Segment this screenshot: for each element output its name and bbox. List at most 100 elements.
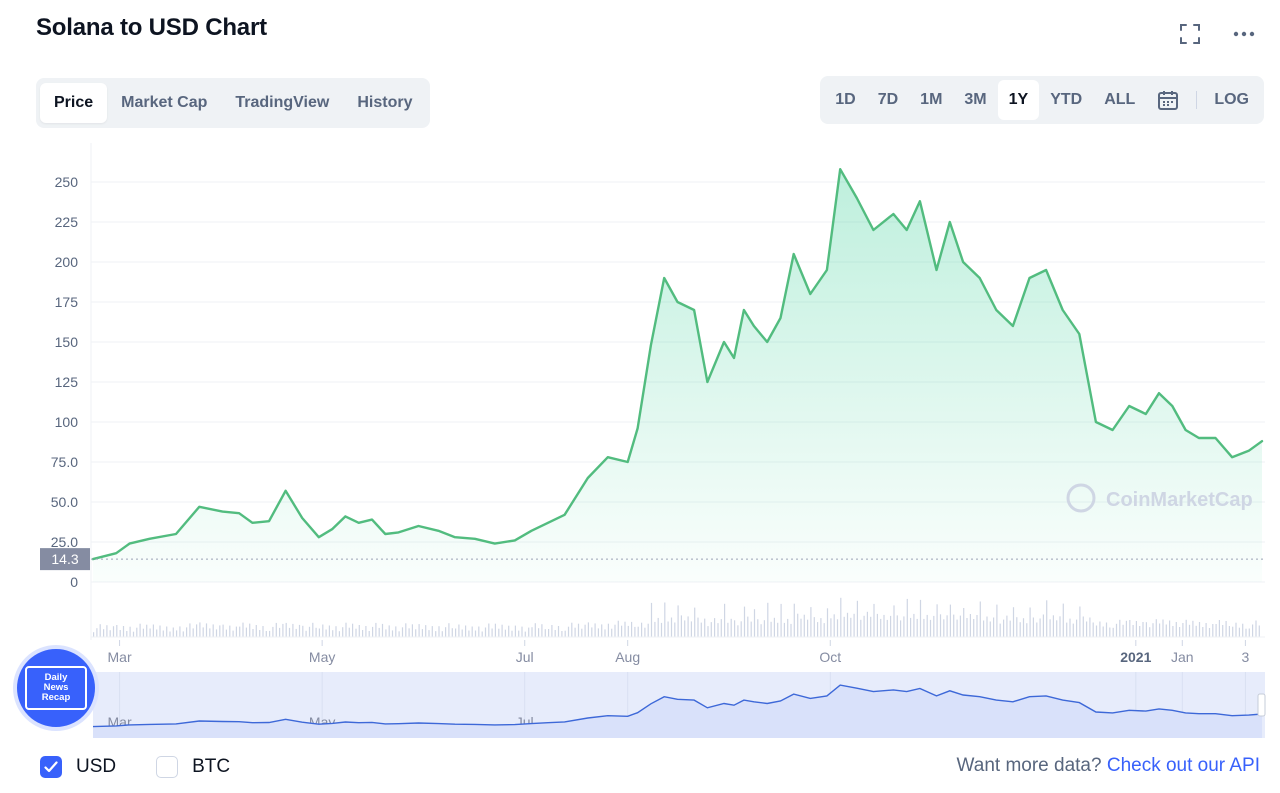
range-7d-button[interactable]: 7D (877, 91, 899, 108)
volume-bar (245, 627, 247, 637)
volume-bar (664, 602, 666, 637)
btc-checkbox[interactable] (156, 756, 179, 778)
volume-bar (684, 620, 686, 637)
volume-bar (508, 625, 510, 637)
volume-bar (348, 627, 350, 637)
range-all-button[interactable]: ALL (1104, 91, 1136, 108)
api-link[interactable]: Check out our API (1106, 755, 1260, 776)
volume-bar (498, 628, 500, 637)
range-1m-button[interactable]: 1M (920, 91, 943, 108)
volume-bar (1179, 627, 1181, 638)
y-tick-label: 250 (55, 174, 79, 190)
volume-bar (471, 626, 473, 637)
range-3m-button[interactable]: 3M (964, 91, 987, 108)
volume-bar (797, 613, 799, 637)
volume-bar (219, 625, 221, 637)
volume-bar (747, 616, 749, 637)
volume-bar (1003, 619, 1005, 637)
volume-bar (365, 626, 367, 637)
volume-bar (1185, 619, 1187, 637)
volume-bar (1162, 619, 1164, 637)
volume-bar (1155, 619, 1157, 637)
volume-bar (1029, 607, 1031, 637)
calendar-icon[interactable] (1146, 80, 1190, 120)
volume-bar (435, 631, 437, 637)
volume-bar (468, 630, 470, 637)
volume-bar (926, 614, 928, 637)
tab-history[interactable]: History (357, 94, 413, 111)
volume-bar (860, 619, 862, 637)
volume-bar (1152, 623, 1154, 637)
watermark-text: CoinMarketCap (1106, 489, 1253, 511)
volume-bar (425, 625, 427, 637)
range-1d-button[interactable]: 1D (835, 91, 856, 108)
tab-market-cap[interactable]: Market Cap (121, 94, 208, 111)
volume-bar (567, 626, 570, 637)
fullscreen-icon[interactable] (1178, 22, 1202, 46)
volume-bar (415, 629, 417, 637)
tab-price[interactable]: Price (40, 83, 108, 123)
volume-bar (418, 624, 420, 637)
volume-bar (265, 631, 267, 637)
volume-bar (1069, 618, 1071, 637)
volume-bar (1036, 622, 1038, 637)
volume-bar (1145, 622, 1147, 637)
usd-checkbox[interactable] (40, 756, 62, 778)
volume-bar (421, 629, 423, 637)
volume-bar (202, 627, 204, 637)
more-options-icon[interactable] (1232, 22, 1256, 46)
volume-bar (627, 625, 629, 637)
volume-bar (378, 627, 380, 637)
volume-bar (99, 624, 101, 637)
volume-bar (302, 625, 304, 637)
volume-bar (836, 619, 839, 637)
navigator-area (93, 685, 1262, 738)
volume-bar (262, 626, 264, 637)
volume-bar (428, 630, 430, 637)
volume-bar (132, 631, 135, 637)
volume-bar (840, 597, 842, 637)
volume-bar (883, 614, 885, 637)
volume-bar (129, 626, 131, 637)
volume-bar (335, 626, 337, 637)
volume-bar (621, 625, 623, 637)
volume-bar (667, 621, 669, 637)
volume-bar (381, 623, 384, 637)
volume-bar (591, 627, 593, 637)
coinmarketcap-watermark: CoinMarketCap (1066, 483, 1253, 513)
volume-bar (1095, 625, 1098, 637)
log-scale-toggle[interactable]: LOG (1214, 91, 1249, 108)
volume-bar (660, 622, 663, 637)
volume-bar (189, 623, 191, 638)
volume-bar (866, 611, 868, 637)
volume-bar (830, 618, 832, 637)
volume-bar (963, 608, 965, 637)
volume-bar (890, 615, 892, 637)
navigator-handle-right[interactable] (1257, 693, 1266, 717)
volume-bar (933, 615, 935, 637)
volume-bar (298, 624, 301, 637)
volume-bar (607, 623, 609, 637)
volume-bar (362, 630, 364, 637)
volume-bar (724, 603, 726, 638)
volume-bar (411, 624, 413, 637)
volume-bar (441, 631, 443, 637)
volume-bar (338, 631, 340, 637)
volume-bar (1139, 626, 1141, 638)
range-1y-button[interactable]: 1Y (997, 80, 1040, 120)
tab-tradingview[interactable]: TradingView (235, 94, 330, 111)
y-tick-label: 125 (55, 374, 79, 390)
volume-bar (1076, 619, 1078, 637)
y-tick-label: 75.0 (51, 454, 78, 470)
volume-bar (239, 626, 241, 637)
volume-bar (1122, 624, 1124, 637)
volume-bar (976, 615, 978, 637)
range-ytd-button[interactable]: YTD (1050, 91, 1083, 108)
volume-bar (252, 629, 254, 637)
current-price-value: 14.3 (51, 551, 78, 567)
volume-bar (1125, 620, 1127, 637)
volume-bar (521, 626, 523, 637)
volume-bar (152, 624, 154, 637)
volume-bar (753, 609, 756, 637)
